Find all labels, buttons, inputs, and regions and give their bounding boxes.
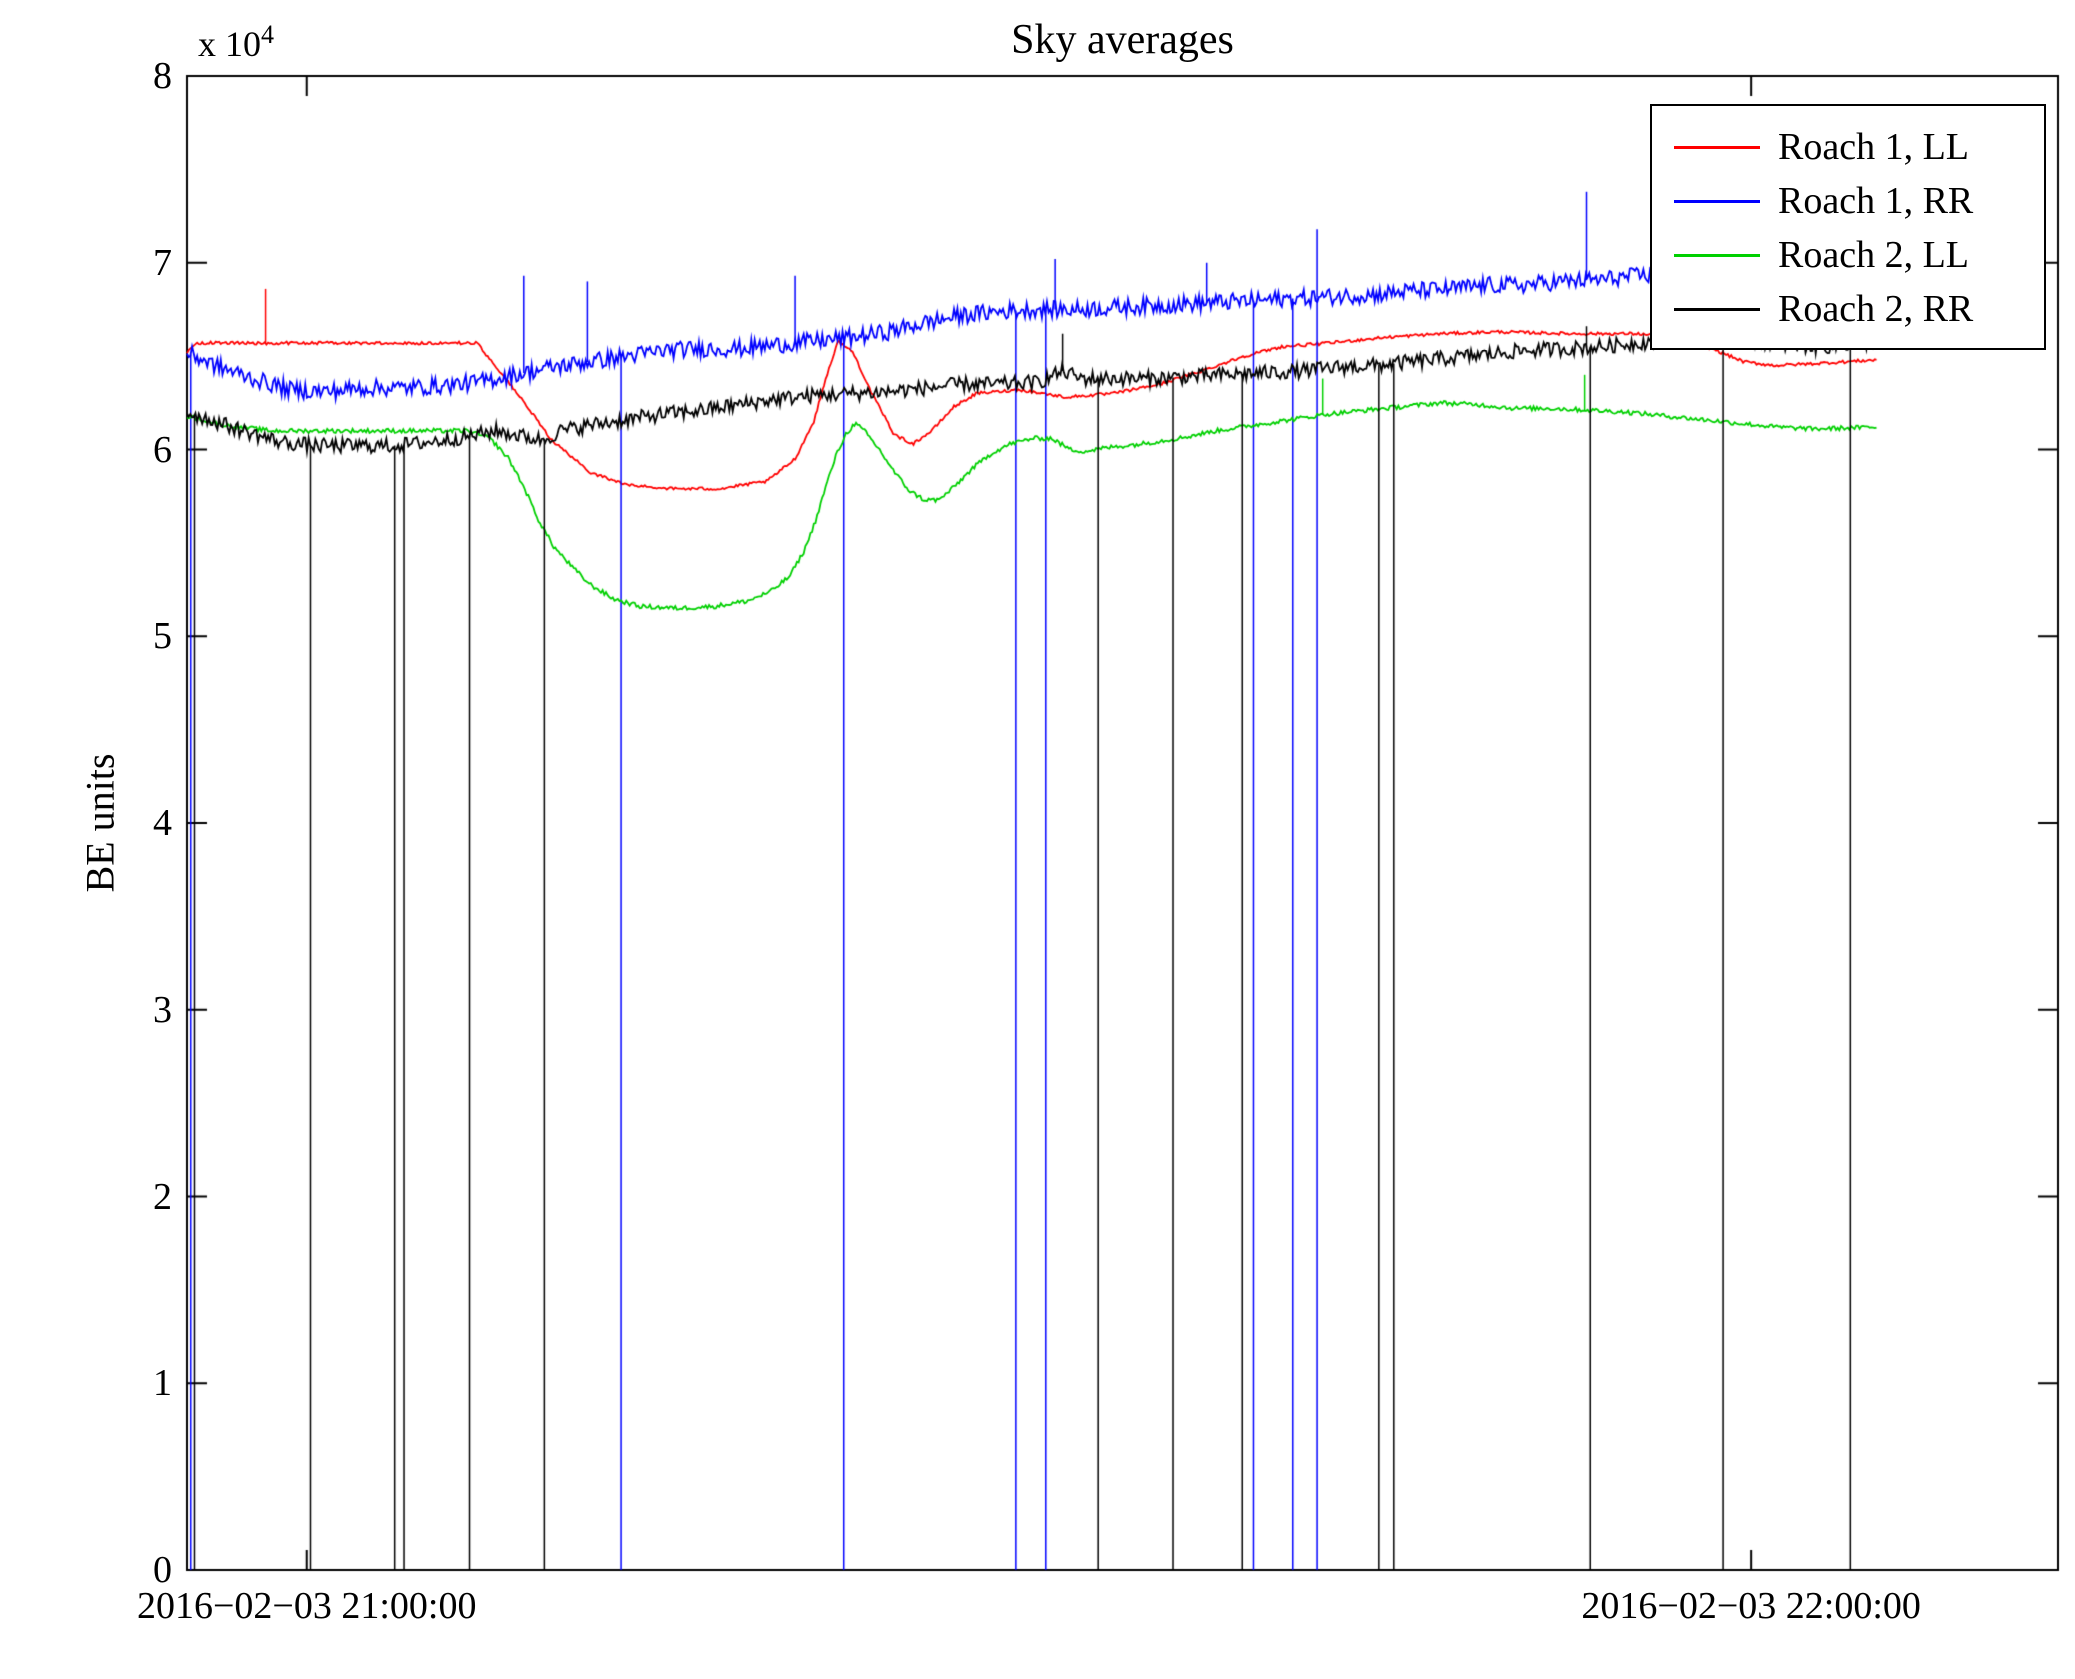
y-tick-label: 6 <box>153 428 172 471</box>
legend-label: Roach 1, RR <box>1778 180 1974 222</box>
y-tick-label: 2 <box>153 1175 172 1218</box>
legend-line-swatch <box>1674 307 1760 311</box>
y-tick-label: 5 <box>153 615 172 658</box>
legend-label: Roach 1, LL <box>1778 126 1970 168</box>
x-tick-label: 2016−02−03 22:00:00 <box>1581 1585 1921 1627</box>
y-axis-scale-base: x 10 <box>198 24 261 64</box>
legend-line-swatch <box>1674 199 1760 203</box>
y-tick-label: 1 <box>153 1362 172 1405</box>
y-tick-label: 8 <box>153 55 172 97</box>
y-tick-label: 0 <box>153 1549 172 1591</box>
y-tick-label: 3 <box>153 988 172 1031</box>
legend-line-swatch <box>1674 145 1760 149</box>
legend-label: Roach 2, LL <box>1778 234 1970 276</box>
y-tick-label: 7 <box>153 241 172 284</box>
y-tick-label: 4 <box>153 802 172 844</box>
legend: Roach 1, LL Roach 1, RR Roach 2, LL Roach 2… <box>1650 104 2046 350</box>
legend-label: Roach 2, RR <box>1778 288 1974 330</box>
chart-title: Sky averages <box>1011 17 1234 63</box>
legend-item: Roach 2, RR <box>1652 282 2044 336</box>
y-axis-scale-exponent: 4 <box>261 20 274 49</box>
x-tick-label: 2016−02−03 21:00:00 <box>136 1585 477 1627</box>
legend-line-swatch <box>1674 253 1760 257</box>
y-axis-scale-label: x 104 <box>198 20 274 65</box>
legend-item: Roach 2, LL <box>1652 228 2044 282</box>
legend-item: Roach 1, LL <box>1652 120 2044 174</box>
legend-item: Roach 1, RR <box>1652 174 2044 228</box>
